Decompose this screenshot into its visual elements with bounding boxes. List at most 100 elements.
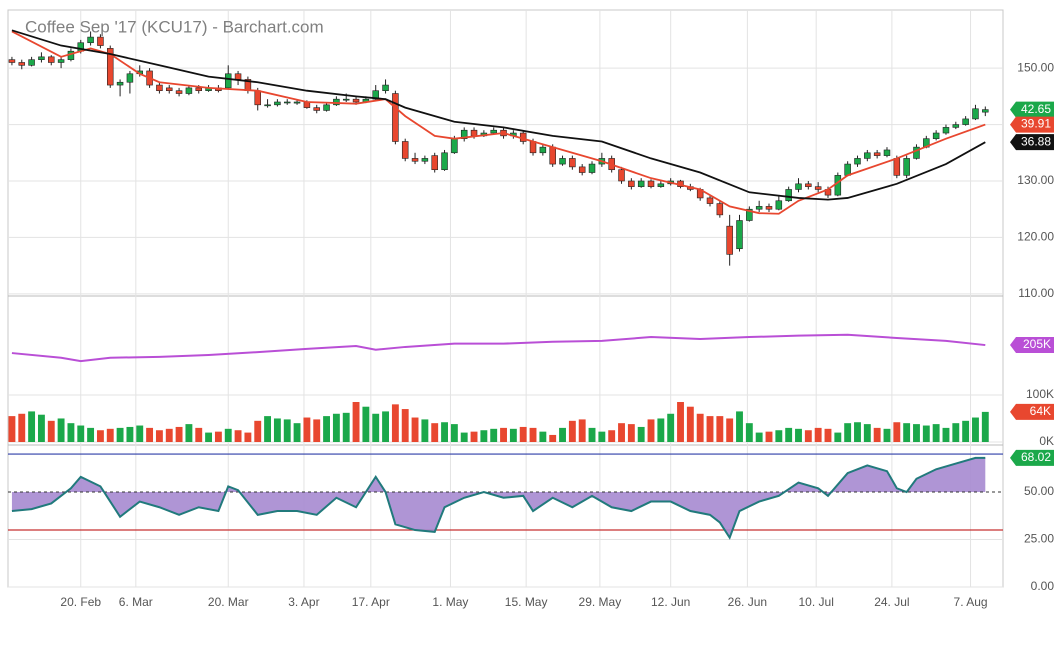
y-tick-label: 0.00 xyxy=(1031,579,1055,593)
candle-body xyxy=(637,180,645,187)
candle-body xyxy=(342,98,350,101)
volume-bar xyxy=(96,430,104,442)
candle-body xyxy=(618,169,625,182)
candle-body xyxy=(382,84,389,92)
volume-bar xyxy=(421,419,429,442)
volume-bar xyxy=(323,416,330,442)
volume-bar xyxy=(460,432,468,442)
volume-bar xyxy=(264,416,272,442)
marks: 20. Feb 6. Mar 20. Mar 3. Apr 17. Apr 1. May 1… xyxy=(8,10,1054,609)
candle-body xyxy=(490,129,497,134)
price-tag-label: 205K xyxy=(1023,337,1051,351)
candle-body xyxy=(657,183,665,187)
candle-body xyxy=(706,197,714,204)
volume-bar xyxy=(765,431,773,442)
price-tag xyxy=(1010,403,1054,420)
y-tick-label: 130.00 xyxy=(1017,173,1054,187)
y-tick-label: 25.00 xyxy=(1024,532,1054,546)
volume-bar xyxy=(785,427,793,442)
volume-bar xyxy=(175,426,183,442)
volume-bar xyxy=(854,422,861,442)
volume-bar xyxy=(106,428,114,442)
volume-bar xyxy=(37,414,45,442)
candle-body xyxy=(726,225,733,255)
volume-bar xyxy=(313,419,321,442)
volume-bar xyxy=(726,418,734,442)
volume-bar xyxy=(755,432,763,442)
candle-body xyxy=(755,206,763,210)
volume-bar xyxy=(657,418,665,442)
volume-bar xyxy=(627,424,635,442)
candle-body xyxy=(411,158,419,162)
volume-bar xyxy=(509,428,517,442)
price-tag xyxy=(1010,134,1054,151)
candle-body xyxy=(647,180,655,187)
volume-bar xyxy=(952,423,960,442)
volume-bar xyxy=(962,420,970,442)
volume-bar xyxy=(450,424,458,442)
volume-bar xyxy=(87,427,95,442)
candle-body xyxy=(952,124,960,128)
candle-body xyxy=(746,208,753,221)
volume-bar xyxy=(893,422,901,442)
candle-body xyxy=(942,127,950,134)
candle-body xyxy=(736,220,743,250)
volume-bar xyxy=(873,427,881,442)
volume-bar xyxy=(559,427,566,442)
chart-title: Coffee Sep '17 (KCU17) - Barchart.com xyxy=(25,17,324,36)
volume-bar xyxy=(362,406,370,442)
volume-bar xyxy=(972,417,979,442)
volume-bar xyxy=(716,416,724,442)
volume-bar xyxy=(568,420,576,442)
candle-body xyxy=(529,141,537,154)
volume-bar xyxy=(745,423,753,442)
candle-body xyxy=(460,129,468,139)
candle-body xyxy=(313,107,320,111)
volume-bar xyxy=(519,426,527,442)
volume-bar xyxy=(28,411,36,442)
moving-average xyxy=(11,30,986,215)
volume-bar xyxy=(667,413,675,442)
candle-body xyxy=(903,158,910,176)
volume-bar xyxy=(942,427,950,442)
volume-bar xyxy=(863,424,871,442)
candle-body xyxy=(441,152,448,171)
price-tag xyxy=(1010,101,1054,118)
candle-body xyxy=(264,104,271,107)
volume-bar xyxy=(273,418,281,442)
candle-body xyxy=(844,163,851,176)
volume-bar xyxy=(529,427,537,442)
volume-bar xyxy=(372,413,380,442)
volume-bar xyxy=(932,424,940,442)
candle-body xyxy=(883,149,891,156)
x-tick-label: 3. Apr xyxy=(288,595,319,609)
candle-body xyxy=(805,183,812,187)
candle-body xyxy=(234,73,242,80)
price-tag-label: 39.91 xyxy=(1021,117,1051,131)
candle-body xyxy=(628,180,635,187)
candle-body xyxy=(87,36,94,44)
volume-bar xyxy=(834,432,842,442)
volume-bar xyxy=(195,427,203,442)
volume-bar xyxy=(618,423,625,442)
x-tick-label: 26. Jun xyxy=(728,595,767,609)
volume-bar xyxy=(637,426,645,442)
candle-body xyxy=(165,87,173,92)
volume-bar xyxy=(411,417,419,442)
x-tick-label: 7. Aug xyxy=(954,595,988,609)
price-tag-label: 68.02 xyxy=(1021,450,1051,464)
volume-bar xyxy=(736,411,743,442)
candle-body xyxy=(274,101,281,106)
volume-bar xyxy=(126,426,134,442)
volume-bar xyxy=(647,419,655,442)
volume-bar xyxy=(608,430,616,442)
price-tag-label: 64K xyxy=(1030,404,1051,418)
volume-bar xyxy=(588,427,596,442)
candle-body xyxy=(38,56,45,60)
candle-body xyxy=(932,132,940,139)
volume-bar xyxy=(185,424,193,442)
volume-bar xyxy=(391,404,399,442)
candle-body xyxy=(401,141,409,159)
candle-body xyxy=(18,62,26,66)
rsi-area xyxy=(11,457,986,538)
